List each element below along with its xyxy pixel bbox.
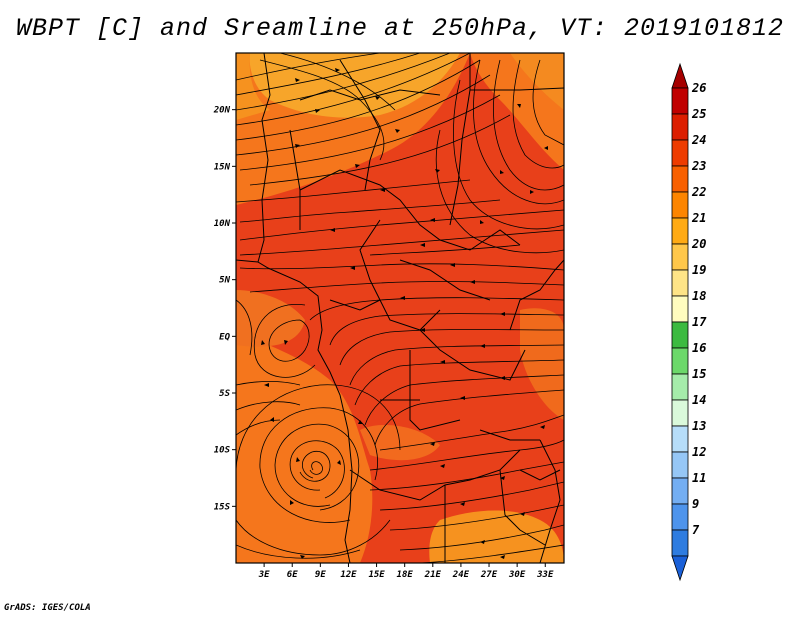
- colorbar-label: 21: [691, 211, 706, 225]
- colorbar-box: [671, 347, 689, 375]
- colorbar-label: 26: [691, 81, 706, 95]
- streamline-arrows: [261, 68, 548, 559]
- colorbar-box: [671, 269, 689, 297]
- lon-tick-label: 33E: [536, 570, 554, 580]
- colorbar-box: [671, 321, 689, 349]
- colorbar-box: [671, 477, 689, 505]
- streamlines: [236, 53, 564, 563]
- lat-tick-label: 5N: [219, 276, 230, 286]
- colorbar-box: [671, 503, 689, 531]
- colorbar-box: [671, 191, 689, 219]
- latitude-axis: 20N 15N 10N 5N EQ 5S 10S 15S: [213, 106, 236, 512]
- colorbar-box: [671, 139, 689, 167]
- colorbar-box: [671, 529, 689, 557]
- lat-tick-label: 5S: [219, 389, 230, 399]
- map-panel: [236, 53, 564, 563]
- colorbar-label: 22: [691, 185, 706, 199]
- colorbar-box: [671, 217, 689, 245]
- lon-tick-label: 6E: [287, 570, 298, 580]
- colorbar-label: 18: [692, 289, 706, 303]
- lon-tick-label: 21E: [424, 570, 442, 580]
- colorbar-box: [671, 425, 689, 453]
- lon-tick-label: 27E: [480, 570, 498, 580]
- colorbar-label: 11: [692, 471, 706, 485]
- lat-tick-label: 20N: [213, 106, 231, 116]
- lat-tick-label: 10S: [214, 446, 231, 456]
- colorbar-top-triangle: [671, 62, 689, 89]
- colorbar-box: [671, 451, 689, 479]
- colorbar-box: [671, 165, 689, 193]
- colorbar-label: 19: [692, 263, 706, 277]
- lat-tick-label: 15S: [214, 502, 231, 512]
- colorbar: 26 25 24 23 22 21 20 19 18 17 16 15 14 13 12 11 9 7: [671, 62, 707, 582]
- colorbar-box: [671, 243, 689, 271]
- wbpt-field-zone-nw-yellow: [236, 53, 270, 120]
- colorbar-label: 14: [692, 393, 706, 407]
- grads-credit: GrADS: IGES/COLA: [4, 603, 91, 613]
- colorbar-box: [671, 295, 689, 323]
- colorbar-label: 15: [692, 367, 706, 381]
- colorbar-bottom-triangle: [671, 555, 689, 582]
- wbpt-field-zone-gulf: [236, 290, 305, 347]
- wbpt-field-zone-ne-yellow: [510, 53, 564, 110]
- lon-tick-label: 18E: [397, 570, 414, 580]
- colorbar-label: 25: [691, 107, 706, 121]
- colorbar-box: [671, 399, 689, 427]
- lat-tick-label: 15N: [214, 162, 231, 172]
- map-frame: [235, 52, 565, 564]
- lat-tick-label: 10N: [214, 219, 231, 229]
- longitude-axis: 3E 6E 9E 12E 15E 18E 21E 24E 27E 30E 33E: [258, 563, 554, 580]
- colorbar-label: 17: [692, 315, 707, 329]
- lon-tick-label: 9E: [315, 570, 326, 580]
- colorbar-label: 16: [692, 341, 706, 355]
- colorbar-box: [671, 87, 689, 115]
- colorbar-label: 12: [692, 445, 706, 459]
- lon-tick-label: 30E: [508, 570, 526, 580]
- colorbar-label: 23: [691, 159, 706, 173]
- lon-tick-label: 3E: [258, 570, 270, 580]
- chart-title: WBPT [C] and Sreamline at 250hPa, VT: 20…: [15, 14, 785, 43]
- colorbar-label: 20: [691, 237, 706, 251]
- colorbar-label: 9: [692, 497, 699, 511]
- wbpt-field-zone-southwest: [236, 330, 373, 563]
- colorbar-box: [671, 113, 689, 141]
- colorbar-label: 13: [692, 419, 706, 433]
- colorbar-label: 24: [691, 133, 706, 147]
- wbpt-field-zone-e-warm: [520, 308, 564, 420]
- lon-tick-label: 15E: [368, 570, 385, 580]
- lon-tick-label: 12E: [340, 570, 357, 580]
- colorbar-label: 7: [692, 523, 700, 537]
- lon-tick-label: 24E: [452, 570, 470, 580]
- colorbar-box: [671, 373, 689, 401]
- lat-tick-label: EQ: [219, 332, 230, 342]
